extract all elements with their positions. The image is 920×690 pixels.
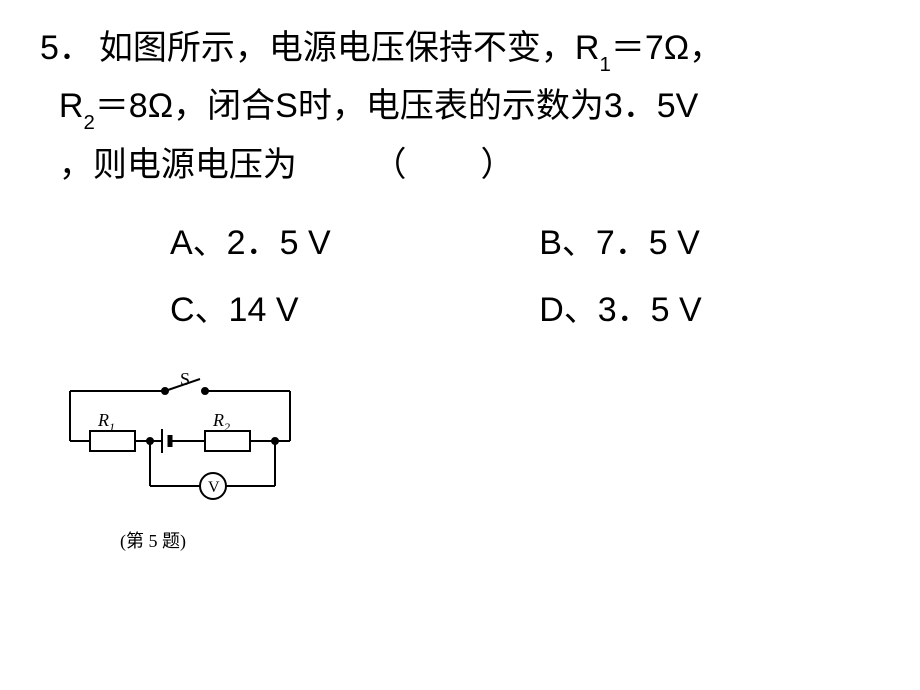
label-v: V bbox=[208, 479, 220, 496]
option-d: D、3．5 V bbox=[539, 282, 880, 331]
circuit-svg: S R1 R2 V bbox=[50, 371, 310, 521]
option-b: B、7．5 V bbox=[539, 215, 880, 264]
q-line1b: ＝7Ω， bbox=[611, 29, 723, 67]
label-s: S bbox=[180, 371, 190, 389]
question-text: 5．如图所示，电源电压保持不变，R1＝7Ω， R2＝8Ω，闭合S时，电压表的示数… bbox=[40, 20, 880, 195]
question-number: 5． bbox=[40, 29, 93, 67]
q-sub2: 2 bbox=[83, 112, 94, 134]
answer-paren: （ ） bbox=[372, 146, 516, 184]
option-a: A、2．5 V bbox=[40, 215, 539, 264]
figure-caption: (第 5 题) bbox=[120, 527, 880, 553]
options-block: A、2．5 V B、7．5 V C、14 V D、3．5 V bbox=[40, 215, 880, 331]
q-sub1: 1 bbox=[599, 54, 610, 76]
q-line3a: ，则电源电压为 bbox=[59, 146, 297, 184]
circuit-figure: S R1 R2 V (第 5 题) bbox=[50, 371, 880, 553]
q-line2b: ＝8Ω，闭合S时，电压表的示数为3．5V bbox=[95, 87, 699, 125]
q-line2a: R bbox=[59, 87, 84, 125]
q-line1a: 如图所示，电源电压保持不变，R bbox=[99, 29, 600, 67]
option-c: C、14 V bbox=[40, 282, 539, 331]
